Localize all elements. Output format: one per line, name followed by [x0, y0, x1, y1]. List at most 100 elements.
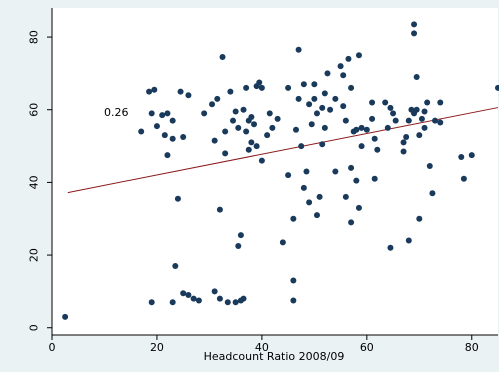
- data-point: [411, 21, 418, 28]
- data-point: [248, 139, 255, 146]
- data-point: [224, 299, 231, 306]
- y-tick-label: 80: [28, 30, 41, 44]
- data-point: [237, 232, 244, 239]
- data-point: [416, 215, 423, 222]
- data-point: [308, 121, 315, 128]
- data-point: [421, 108, 428, 115]
- data-point: [411, 30, 418, 37]
- data-point: [342, 193, 349, 200]
- data-point: [240, 295, 247, 302]
- data-point: [235, 242, 242, 249]
- data-point: [403, 133, 410, 140]
- data-point: [216, 295, 223, 302]
- x-tick-label: 80: [465, 341, 479, 354]
- data-point: [169, 299, 176, 306]
- data-point: [253, 143, 260, 150]
- data-point: [148, 110, 155, 117]
- data-point: [332, 168, 339, 175]
- x-tick-label: 20: [150, 341, 164, 354]
- data-point: [290, 297, 297, 304]
- data-point: [327, 106, 334, 113]
- data-point: [468, 152, 475, 159]
- data-point: [437, 119, 444, 126]
- data-point: [387, 244, 394, 251]
- data-point: [174, 195, 181, 202]
- data-point: [258, 157, 265, 164]
- data-point: [321, 90, 328, 97]
- data-point: [153, 123, 160, 130]
- data-point: [285, 84, 292, 91]
- data-point: [353, 126, 360, 133]
- data-point: [348, 84, 355, 91]
- data-point: [227, 88, 234, 95]
- data-point: [285, 172, 292, 179]
- data-point: [405, 117, 412, 124]
- data-point: [390, 110, 397, 117]
- data-point: [211, 137, 218, 144]
- x-tick-label: 0: [49, 341, 56, 354]
- data-point: [164, 152, 171, 159]
- y-tick-label: 60: [28, 103, 41, 117]
- y-tick-label: 20: [28, 248, 41, 262]
- fit-line-group: [67, 107, 499, 194]
- data-point: [432, 117, 439, 124]
- annotation-label: 0.26: [104, 106, 129, 119]
- data-point: [319, 104, 326, 111]
- data-point: [295, 95, 302, 102]
- data-point: [258, 84, 265, 91]
- data-point: [222, 128, 229, 135]
- data-point: [190, 295, 197, 302]
- data-point: [416, 132, 423, 139]
- axes: [51, 8, 498, 336]
- data-point: [251, 121, 258, 128]
- points-group: [62, 21, 499, 320]
- data-point: [264, 132, 271, 139]
- data-point: [161, 132, 168, 139]
- data-point: [243, 84, 250, 91]
- data-point: [290, 215, 297, 222]
- data-point: [300, 81, 307, 88]
- data-point: [180, 290, 187, 297]
- data-point: [148, 299, 155, 306]
- data-point: [400, 148, 407, 155]
- y-tick-label: 0: [28, 324, 41, 331]
- data-point: [369, 115, 376, 122]
- data-point: [306, 199, 313, 206]
- data-point: [400, 139, 407, 146]
- data-point: [313, 110, 320, 117]
- data-point: [298, 143, 305, 150]
- data-point: [274, 115, 281, 122]
- data-point: [201, 110, 208, 117]
- data-point: [358, 124, 365, 131]
- x-tick-label: 40: [255, 341, 269, 354]
- fit-line: [67, 107, 499, 194]
- data-point: [185, 292, 192, 299]
- data-point: [164, 110, 171, 117]
- data-point: [384, 124, 391, 131]
- plot-area: [52, 8, 498, 335]
- data-point: [342, 117, 349, 124]
- data-point: [392, 117, 399, 124]
- data-point: [348, 219, 355, 226]
- data-point: [243, 128, 250, 135]
- data-point: [303, 168, 310, 175]
- data-point: [324, 70, 331, 77]
- data-point: [211, 288, 218, 295]
- data-point: [387, 104, 394, 111]
- y-tick-label: 40: [28, 175, 41, 189]
- data-point: [216, 206, 223, 213]
- data-point: [266, 110, 273, 117]
- data-point: [426, 163, 433, 170]
- data-point: [332, 95, 339, 102]
- data-point: [290, 277, 297, 284]
- data-point: [292, 126, 299, 133]
- data-point: [460, 175, 467, 182]
- data-point: [248, 114, 255, 120]
- data-point: [180, 133, 187, 140]
- data-point: [256, 79, 263, 86]
- data-point: [355, 52, 362, 59]
- data-point: [269, 124, 276, 131]
- data-point: [337, 63, 344, 70]
- data-point: [169, 135, 176, 142]
- data-point: [146, 88, 153, 95]
